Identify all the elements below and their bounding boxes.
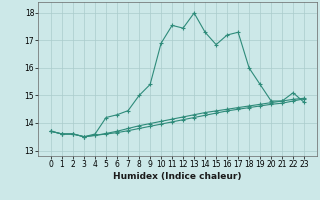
X-axis label: Humidex (Indice chaleur): Humidex (Indice chaleur) xyxy=(113,172,242,181)
